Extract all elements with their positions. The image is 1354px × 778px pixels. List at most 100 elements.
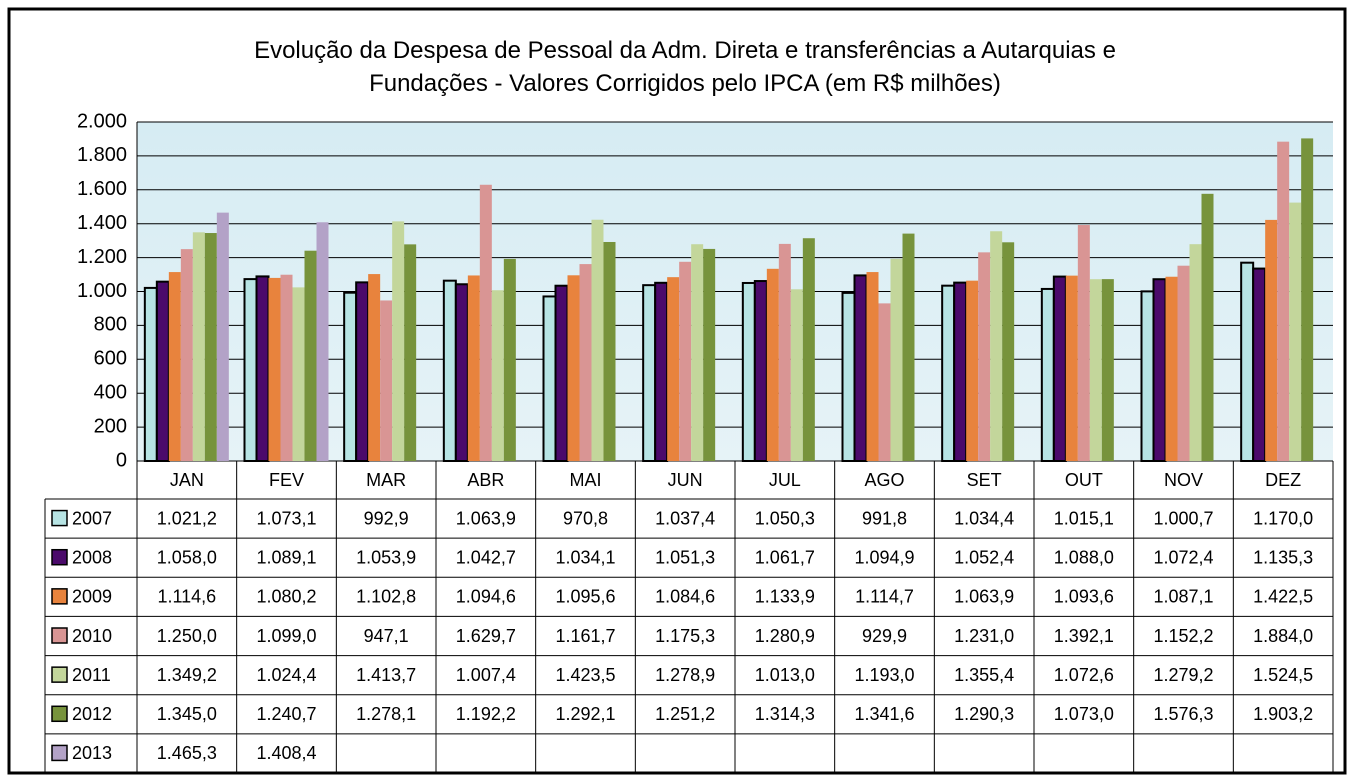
- bar: [878, 303, 891, 461]
- bar: [654, 281, 669, 462]
- table-value: 1.058,0: [157, 547, 217, 567]
- bar: [941, 284, 956, 462]
- bar: [778, 243, 791, 461]
- bar: [1089, 279, 1102, 461]
- x-tick-label: JUN: [668, 470, 703, 490]
- bar: [1077, 225, 1090, 461]
- bar: [503, 258, 516, 461]
- y-tick-label: 0: [116, 449, 127, 471]
- bar: [990, 231, 1003, 461]
- x-tick-label: OUT: [1065, 470, 1103, 490]
- x-tick-label: JAN: [170, 470, 204, 490]
- bar: [292, 287, 305, 461]
- x-tick-label: FEV: [269, 470, 304, 490]
- x-tick-label: NOV: [1164, 470, 1203, 490]
- table-value: 1.133,9: [755, 587, 815, 607]
- legend-label: 2011: [72, 665, 111, 685]
- x-tick-label: JUL: [769, 470, 801, 490]
- table-value: 1.015,1: [1054, 508, 1114, 528]
- table-value: 1.355,4: [954, 665, 1014, 685]
- bar: [243, 278, 258, 463]
- bar: [1189, 244, 1202, 461]
- x-tick-label: DEZ: [1265, 470, 1301, 490]
- table-value: 1.050,3: [755, 508, 815, 528]
- bar: [591, 219, 604, 461]
- bar: [404, 244, 417, 461]
- bar: [204, 233, 217, 461]
- table-value: 947,1: [364, 626, 409, 646]
- bar: [741, 281, 756, 462]
- table-value: 1.024,4: [256, 665, 316, 685]
- table-value: 1.345,0: [157, 704, 217, 724]
- bar: [467, 275, 480, 461]
- bar: [1277, 141, 1290, 462]
- table-value: 1.061,7: [755, 547, 815, 567]
- table-value: 1.063,9: [954, 587, 1014, 607]
- table-value: 1.093,6: [1054, 587, 1114, 607]
- bar: [1201, 193, 1214, 462]
- bar: [890, 258, 903, 461]
- legend-swatch: [51, 509, 68, 527]
- x-tick-label: MAI: [569, 470, 601, 490]
- table-value: 1.314,3: [755, 704, 815, 724]
- bar: [802, 238, 815, 461]
- chart-title: Evolução da Despesa de Pessoal da Adm. D…: [254, 37, 1116, 97]
- table-value: 1.089,1: [256, 547, 316, 567]
- bar: [766, 268, 779, 461]
- table-value: 929,9: [862, 626, 907, 646]
- bar: [679, 261, 692, 461]
- y-tick-label: 200: [94, 415, 127, 437]
- bar: [790, 289, 803, 461]
- bar: [1101, 279, 1114, 461]
- bar: [1289, 202, 1302, 462]
- bar: [1177, 265, 1190, 461]
- table-value: 1.021,2: [157, 508, 217, 528]
- bar: [355, 281, 370, 462]
- bar: [255, 275, 270, 462]
- x-tick-label: MAR: [366, 470, 406, 490]
- bar: [703, 248, 716, 461]
- table-value: 1.576,3: [1153, 704, 1213, 724]
- bar: [479, 184, 492, 461]
- table-value: 1.341,6: [854, 704, 914, 724]
- bar: [304, 250, 317, 461]
- table-value: 1.102,8: [356, 587, 416, 607]
- legend-label: 2010: [72, 626, 112, 646]
- y-tick-label: 2.000: [77, 110, 127, 132]
- bar: [343, 291, 358, 463]
- table-value: 1.042,7: [456, 547, 516, 567]
- table-value: 1.292,1: [555, 704, 615, 724]
- table-value: 992,9: [364, 508, 409, 528]
- bar: [155, 280, 170, 462]
- legend-swatch: [51, 705, 68, 723]
- table-value: 1.052,4: [954, 547, 1014, 567]
- bar: [853, 274, 868, 463]
- table-value: 1.088,0: [1054, 547, 1114, 567]
- bar: [554, 284, 569, 463]
- bar: [866, 272, 879, 461]
- table-value: 1.037,4: [655, 508, 715, 528]
- legend-label: 2007: [72, 508, 112, 528]
- table-value: 1.629,7: [456, 626, 516, 646]
- table-value: 1.073,0: [1054, 704, 1114, 724]
- table-value: 1.278,9: [655, 665, 715, 685]
- table-value: 1.193,0: [854, 665, 914, 685]
- table-value: 1.053,9: [356, 547, 416, 567]
- bar: [316, 222, 329, 461]
- table-value: 1.095,6: [555, 587, 615, 607]
- y-tick-label: 400: [94, 381, 127, 403]
- x-tick-label: SET: [967, 470, 1002, 490]
- bar: [1002, 242, 1015, 461]
- table-value: 1.080,2: [256, 587, 316, 607]
- table-value: 1.465,3: [157, 743, 217, 763]
- y-tick-label: 1.200: [77, 246, 127, 268]
- bar: [667, 277, 680, 461]
- bar: [953, 281, 968, 462]
- table-value: 1.413,7: [356, 665, 416, 685]
- bar: [902, 233, 915, 461]
- table-value: 1.290,3: [954, 704, 1014, 724]
- table-value: 1.034,4: [954, 508, 1014, 528]
- table-value: 1.903,2: [1253, 704, 1313, 724]
- table-value: 1.135,3: [1253, 547, 1313, 567]
